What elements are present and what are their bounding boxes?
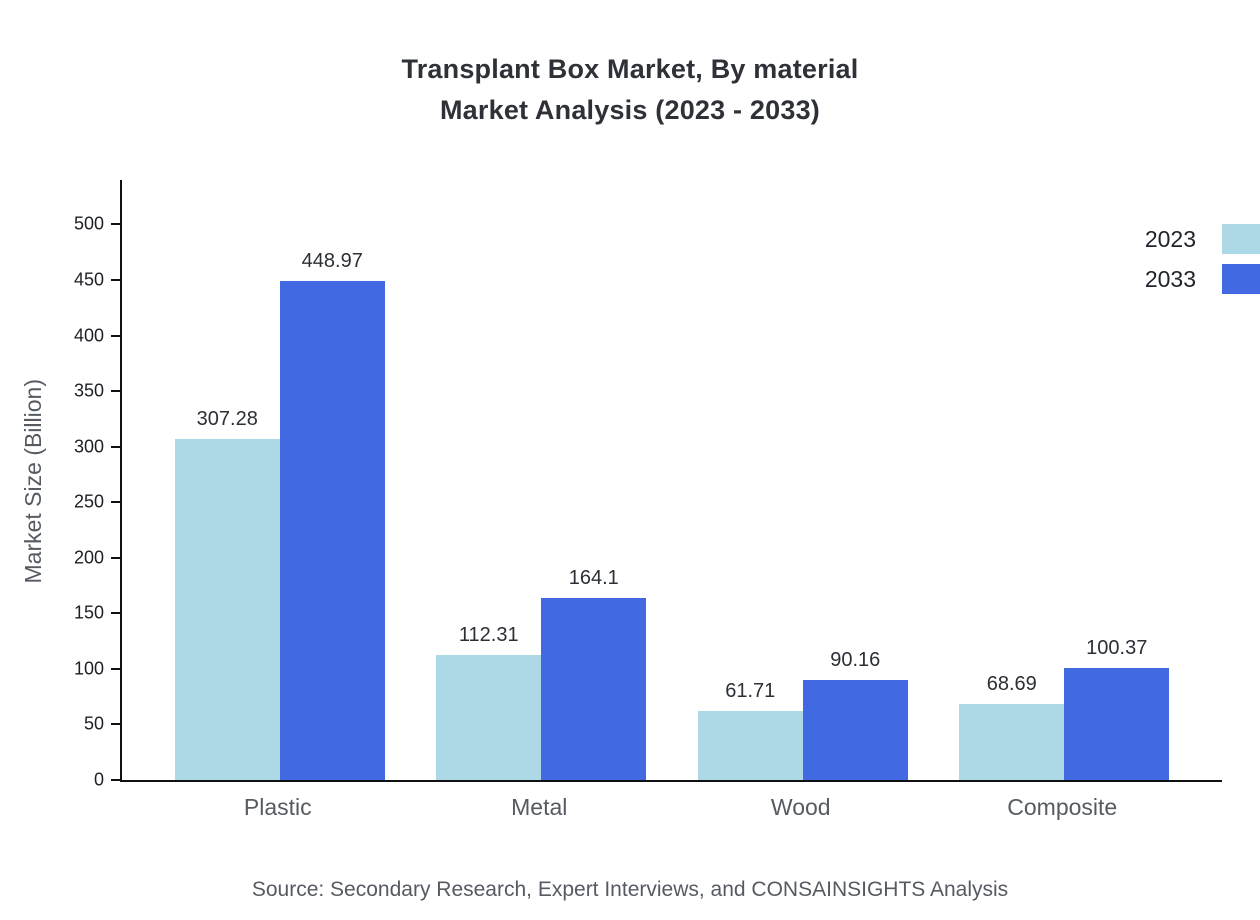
y-tick-label: 350 — [73, 380, 104, 401]
bar-value-label: 61.71 — [725, 680, 776, 703]
bar-2033-metal — [541, 597, 647, 780]
bar-value-label: 164.1 — [568, 566, 619, 589]
y-tick-mark — [111, 279, 120, 281]
bar-value-label: 112.31 — [458, 624, 519, 647]
y-tick-mark — [111, 334, 120, 337]
x-tick-label-metal: Metal — [511, 794, 568, 820]
y-tick-label: 450 — [73, 269, 104, 290]
y-tick-mark — [111, 445, 120, 448]
y-tick-mark — [111, 612, 120, 615]
bar-value-label: 307.28 — [196, 407, 258, 430]
bar-value-label: 100.37 — [1086, 637, 1148, 660]
x-tick-label-wood: Wood — [770, 794, 831, 820]
y-tick-label: 250 — [73, 491, 104, 512]
plot-area: 307.28 448.97 112.31 164.1 61.71 90.16 68.69 10… — [111, 180, 1222, 782]
y-tick-mark — [111, 723, 120, 726]
bar-2023-metal — [436, 655, 542, 780]
bar-value-label: 448.97 — [301, 250, 363, 273]
y-tick-label: 500 — [73, 213, 104, 234]
legend-label: 2033 — [1144, 265, 1196, 292]
bar-2023-wood — [697, 711, 803, 780]
bar-2023-plastic — [174, 438, 280, 780]
y-tick-label: 50 — [83, 713, 104, 734]
y-tick-label: 300 — [73, 436, 104, 457]
legend-item-2023: 2023 — [1145, 219, 1260, 259]
x-tick-label-composite: Composite — [1007, 794, 1118, 820]
y-tick-label: 150 — [73, 602, 104, 623]
legend-swatch — [1222, 264, 1260, 294]
legend-swatch — [1222, 224, 1260, 254]
legend-label: 2023 — [1144, 225, 1196, 252]
chart-subtitle: Market Analysis (2023 - 2033) — [439, 95, 820, 125]
y-tick-mark — [111, 223, 120, 226]
bar-2033-wood — [802, 679, 908, 780]
x-tick-label-plastic: Plastic — [243, 794, 312, 820]
bar-2033-composite — [1064, 668, 1170, 780]
bar-2033-plastic — [279, 281, 385, 780]
y-tick-label: 200 — [73, 547, 104, 568]
y-axis-ticks: 0 50 100 150 200 250 300 350 400 450 500 — [0, 180, 104, 790]
source-note: Source: Secondary Research, Expert Inter… — [251, 878, 1009, 901]
y-tick-mark — [111, 501, 120, 504]
x-axis-labels: Plastic Metal Wood Composite — [120, 794, 1222, 826]
y-tick-label: 100 — [73, 658, 104, 679]
y-tick-label: 0 — [93, 769, 104, 790]
y-tick-label: 400 — [73, 325, 104, 346]
bar-value-label: 90.16 — [830, 648, 881, 671]
y-tick-mark — [111, 779, 120, 781]
y-tick-mark — [111, 390, 120, 393]
bar-value-label: 68.69 — [986, 672, 1037, 695]
chart-title: Transplant Box Market, By material — [401, 54, 859, 84]
y-tick-mark — [111, 667, 120, 670]
legend-item-2033: 2033 — [1145, 259, 1260, 299]
legend: 2023 2033 — [1145, 219, 1260, 299]
bar-2023-composite — [959, 703, 1065, 780]
y-tick-mark — [111, 556, 120, 559]
